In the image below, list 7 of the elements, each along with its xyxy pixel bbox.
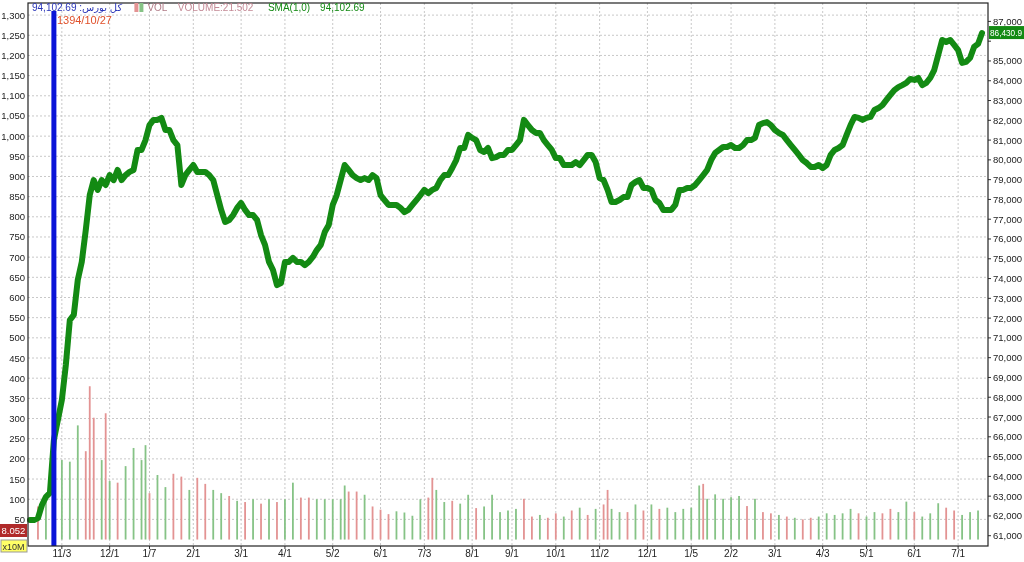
annotation: 1394/10/27: [56, 14, 112, 26]
annotation: 8.052: [1, 525, 26, 536]
annotation: 94,102.69: [320, 2, 365, 13]
annotation: 86,430.9: [990, 28, 1024, 39]
annotation: x10M: [2, 541, 25, 552]
title: کل بورس: 94,102.69: [32, 2, 123, 13]
annotation: VOLUME:21.502: [177, 2, 254, 13]
